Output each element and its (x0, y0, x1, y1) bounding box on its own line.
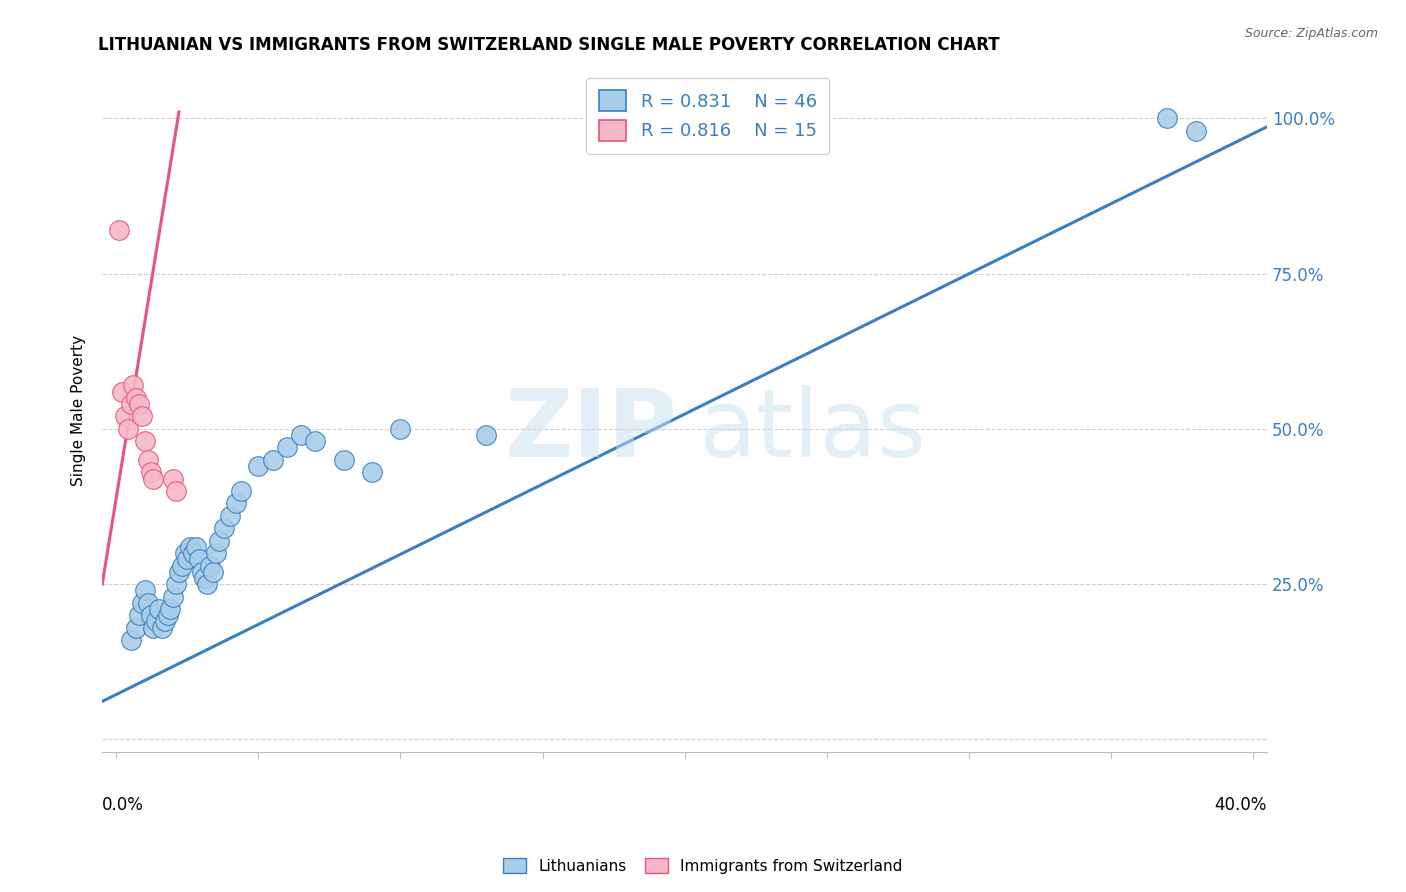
Point (195, 577, 218, 591)
Point (1156, 112, 1178, 126)
Point (117, 422, 139, 436)
Point (361, 466, 384, 480)
Point (131, 596, 153, 610)
Point (142, 621, 165, 635)
Point (134, 434, 156, 449)
Point (120, 633, 142, 648)
Point (262, 453, 284, 467)
Point (128, 397, 150, 411)
Point (290, 428, 312, 442)
Point (214, 521, 236, 535)
Point (181, 546, 204, 560)
Point (131, 409, 153, 424)
Point (120, 397, 142, 411)
Point (225, 496, 247, 510)
Point (208, 533, 231, 548)
Point (165, 483, 187, 498)
Text: Source: ZipAtlas.com: Source: ZipAtlas.com (1244, 27, 1378, 40)
Point (276, 441, 298, 455)
Point (142, 471, 165, 485)
Point (125, 621, 148, 635)
Point (198, 558, 221, 573)
Point (162, 471, 184, 485)
Point (389, 422, 412, 436)
Point (122, 378, 145, 392)
Point (145, 615, 167, 629)
Point (304, 434, 326, 449)
Point (184, 540, 207, 554)
Text: atlas: atlas (699, 384, 927, 476)
Point (156, 608, 179, 623)
Point (165, 577, 187, 591)
Point (201, 565, 224, 579)
Point (167, 565, 190, 579)
Point (179, 540, 201, 554)
Text: 0.0%: 0.0% (103, 797, 143, 814)
Point (176, 552, 198, 566)
Point (134, 583, 156, 598)
Text: LITHUANIAN VS IMMIGRANTS FROM SWITZERLAND SINGLE MALE POVERTY CORRELATION CHART: LITHUANIAN VS IMMIGRANTS FROM SWITZERLAN… (98, 36, 1000, 54)
Text: ZIP: ZIP (505, 384, 678, 476)
Point (1185, 123, 1208, 137)
Point (193, 571, 215, 585)
Text: 40.0%: 40.0% (1215, 797, 1267, 814)
Point (474, 428, 496, 442)
Point (219, 508, 242, 523)
Point (153, 615, 176, 629)
Point (128, 608, 150, 623)
Point (148, 602, 170, 616)
Legend: R = 0.831    N = 46, R = 0.816    N = 15: R = 0.831 N = 46, R = 0.816 N = 15 (586, 78, 830, 153)
Y-axis label: Single Male Poverty: Single Male Poverty (72, 334, 86, 486)
Point (139, 608, 162, 623)
Point (190, 565, 212, 579)
Point (114, 409, 136, 424)
Point (247, 459, 270, 474)
Point (332, 453, 354, 467)
Point (170, 558, 193, 573)
Point (139, 466, 162, 480)
Point (136, 453, 159, 467)
Point (150, 621, 173, 635)
Point (231, 483, 253, 498)
Point (136, 596, 159, 610)
Point (159, 602, 181, 616)
Point (173, 546, 195, 560)
Point (108, 223, 131, 237)
Point (187, 552, 209, 566)
Point (111, 384, 134, 399)
Point (205, 546, 228, 560)
Legend: Lithuanians, Immigrants from Switzerland: Lithuanians, Immigrants from Switzerland (498, 852, 908, 880)
Point (162, 590, 184, 604)
Point (125, 391, 148, 405)
